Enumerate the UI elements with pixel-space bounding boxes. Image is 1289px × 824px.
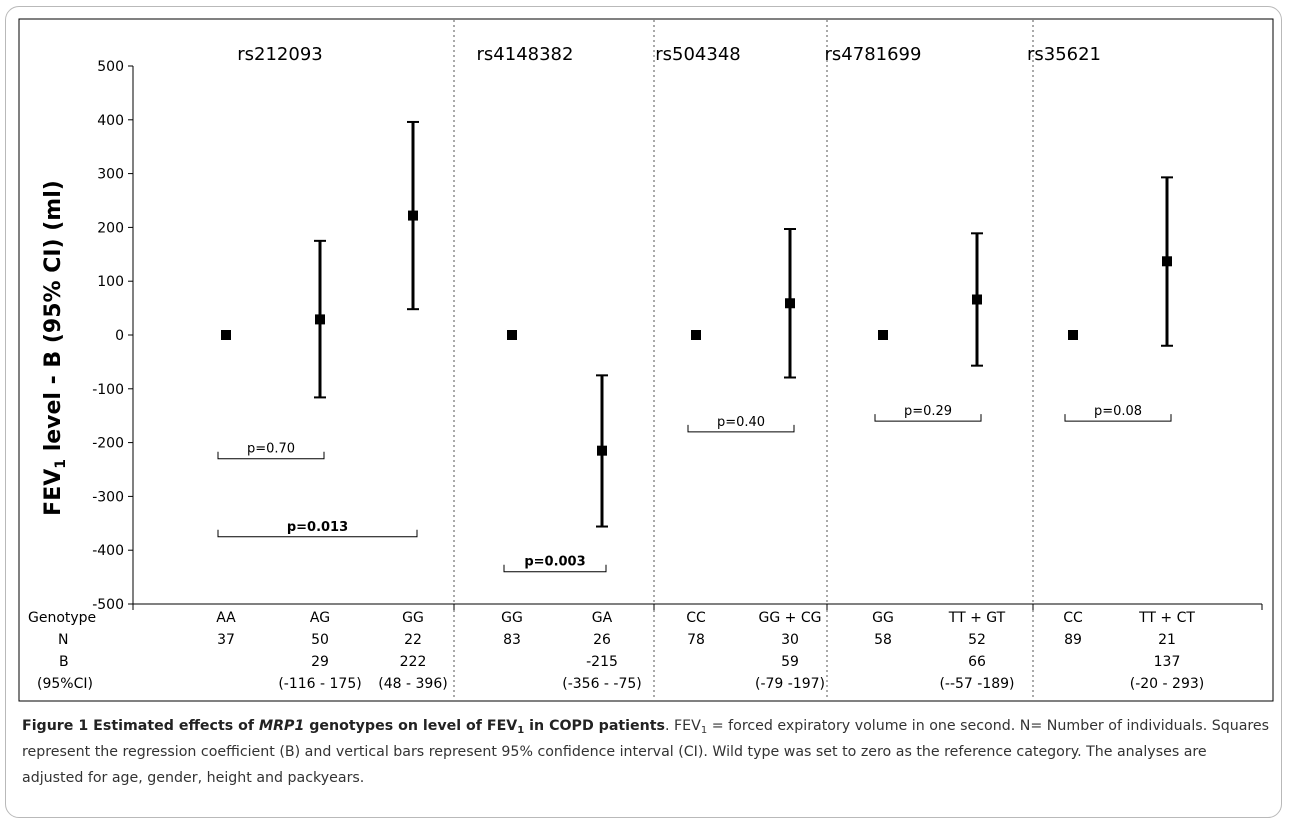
p-value-label: p=0.29 xyxy=(904,404,952,419)
n-label: 21 xyxy=(1158,632,1176,648)
estimate-point xyxy=(972,294,982,305)
genotype-label: GG xyxy=(872,610,894,626)
panel-title: rs4781699 xyxy=(825,44,922,65)
y-axis-label-sub: 1 xyxy=(53,459,69,469)
y-axis-label: FEV1 level - B (95% CI) (ml) xyxy=(41,180,69,516)
genotype-label: GA xyxy=(592,610,613,626)
n-label: 22 xyxy=(404,632,422,648)
y-tick-label: 400 xyxy=(97,113,124,129)
data-marks: rs212093 p=0.70 p=0.013 rs4148382 p=0.003 rs5… xyxy=(217,44,1173,573)
row-label: B xyxy=(59,654,69,670)
ci-label: (48 - 396) xyxy=(378,676,447,692)
row-label: (95%CI) xyxy=(37,676,93,692)
p-value-label: p=0.40 xyxy=(717,415,765,430)
plot-border xyxy=(18,18,1274,702)
genotype-label: CC xyxy=(1063,610,1083,626)
estimate-point xyxy=(785,298,795,309)
n-label: 50 xyxy=(311,632,329,648)
n-label: 58 xyxy=(874,632,892,648)
estimate-point xyxy=(507,330,517,340)
b-label: 222 xyxy=(400,654,427,670)
y-axis-label-main: FEV xyxy=(41,469,66,516)
ci-label: (--57 -189) xyxy=(939,676,1014,692)
n-label: 30 xyxy=(781,632,799,648)
genotype-label: TT + CT xyxy=(1138,610,1195,626)
y-tick-label: 100 xyxy=(97,274,124,290)
panel-title: rs35621 xyxy=(1027,44,1101,65)
y-axis: 500 400 300 200 100 0 -100 -200 -300 -400 -500 FEV1… xyxy=(41,59,1263,613)
estimate-point xyxy=(221,330,231,340)
p-value-label: p=0.70 xyxy=(247,442,295,457)
figure-frame xyxy=(5,6,1282,818)
chart: 5004003002001000-100-200-300-400-500FEV1… xyxy=(18,18,1274,702)
estimate-point xyxy=(315,314,325,325)
genotype-label: GG + CG xyxy=(759,610,822,626)
y-tick-label: -300 xyxy=(92,489,124,505)
panel-title: rs4148382 xyxy=(477,44,574,65)
y-tick-label: 0 xyxy=(115,328,124,344)
n-label: 89 xyxy=(1064,632,1082,648)
separators xyxy=(453,20,1034,700)
n-label: 37 xyxy=(217,632,235,648)
estimate-point xyxy=(878,330,888,340)
estimate-point xyxy=(1162,256,1172,267)
n-label: 52 xyxy=(968,632,986,648)
y-axis-label-rest: level - B (95% CI) (ml) xyxy=(41,180,66,459)
b-label: 59 xyxy=(781,654,799,670)
genotype-label: TT + GT xyxy=(948,610,1006,626)
y-tick-label: -400 xyxy=(92,543,124,559)
p-value-bracket xyxy=(503,564,607,573)
b-label: 66 xyxy=(968,654,986,670)
b-label: 29 xyxy=(311,654,329,670)
genotype-label: AA xyxy=(216,610,236,626)
figure-caption: Figure 1 Estimated effects of MRP1 genot… xyxy=(22,713,1272,791)
y-tick-label: -200 xyxy=(92,436,124,452)
panel-title: rs504348 xyxy=(655,44,741,65)
ci-label: (-79 -197) xyxy=(755,676,825,692)
caption-text: . FEV1 = forced expiratory volume in one… xyxy=(22,718,1270,786)
genotype-label: GG xyxy=(501,610,523,626)
b-label: -215 xyxy=(586,654,618,670)
panel-title: rs212093 xyxy=(237,44,323,65)
ci-label: (-116 - 175) xyxy=(278,676,361,692)
p-value-bracket xyxy=(874,414,982,422)
p-value-label: p=0.003 xyxy=(524,555,585,570)
estimate-point xyxy=(691,330,701,340)
p-value-label: p=0.08 xyxy=(1094,404,1142,419)
estimate-point xyxy=(597,445,607,456)
y-tick-label: 300 xyxy=(97,167,124,183)
ci-label: (-356 - -75) xyxy=(562,676,642,692)
estimate-point xyxy=(1068,330,1078,340)
genotype-label: GG xyxy=(402,610,424,626)
caption-title: Figure 1 Estimated effects of MRP1 genot… xyxy=(22,718,665,736)
p-value-bracket xyxy=(687,424,795,433)
p-value-bracket xyxy=(217,451,325,460)
genotype-table: Genotype NB (95%CI) AA 37 AG 50 29 (-116 - 175) G… xyxy=(28,610,1204,692)
p-value-bracket xyxy=(217,529,418,538)
y-tick-label: 500 xyxy=(97,59,124,75)
y-tick-label: 200 xyxy=(97,220,124,236)
b-label: 137 xyxy=(1154,654,1181,670)
n-label: 83 xyxy=(503,632,521,648)
p-value-label: p=0.013 xyxy=(287,520,348,535)
n-label: 78 xyxy=(687,632,705,648)
row-label: Genotype xyxy=(28,610,96,626)
p-value-bracket xyxy=(1064,414,1172,422)
genotype-label: AG xyxy=(310,610,330,626)
y-tick-label: -100 xyxy=(92,382,124,398)
row-label: N xyxy=(58,632,68,648)
ci-label: (-20 - 293) xyxy=(1130,676,1204,692)
genotype-label: CC xyxy=(686,610,706,626)
y-tick-label: -500 xyxy=(92,597,124,613)
n-label: 26 xyxy=(593,632,611,648)
estimate-point xyxy=(408,210,418,221)
